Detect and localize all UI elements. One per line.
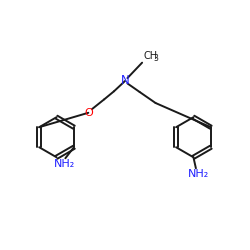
Text: CH: CH [143,51,158,61]
Text: N: N [120,74,130,88]
Text: NH₂: NH₂ [54,160,75,170]
Text: 3: 3 [153,54,158,63]
Text: NH₂: NH₂ [188,170,209,179]
Text: O: O [84,108,93,118]
